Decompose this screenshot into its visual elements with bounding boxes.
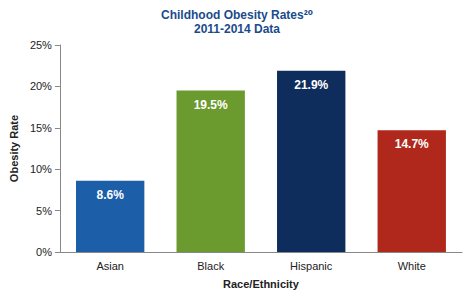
svg-text:Obesity Rate: Obesity Rate <box>8 115 20 182</box>
svg-text:0%: 0% <box>36 246 52 258</box>
svg-text:5%: 5% <box>36 205 52 217</box>
svg-text:15%: 15% <box>30 122 52 134</box>
svg-text:10%: 10% <box>30 163 52 175</box>
svg-text:2011-2014 Data: 2011-2014 Data <box>194 22 280 36</box>
svg-text:14.7%: 14.7% <box>395 137 429 151</box>
svg-text:Black: Black <box>197 260 224 272</box>
svg-text:White: White <box>398 260 426 272</box>
svg-text:19.5%: 19.5% <box>194 98 228 112</box>
svg-text:8.6%: 8.6% <box>96 188 124 202</box>
svg-text:25%: 25% <box>30 39 52 51</box>
svg-text:Asian: Asian <box>96 260 124 272</box>
svg-text:20%: 20% <box>30 80 52 92</box>
svg-text:Hispanic: Hispanic <box>290 260 333 272</box>
svg-text:21.9%: 21.9% <box>294 78 328 92</box>
svg-text:Childhood Obesity Rates²⁰: Childhood Obesity Rates²⁰ <box>161 8 313 22</box>
svg-text:Race/Ethnicity: Race/Ethnicity <box>223 278 300 290</box>
